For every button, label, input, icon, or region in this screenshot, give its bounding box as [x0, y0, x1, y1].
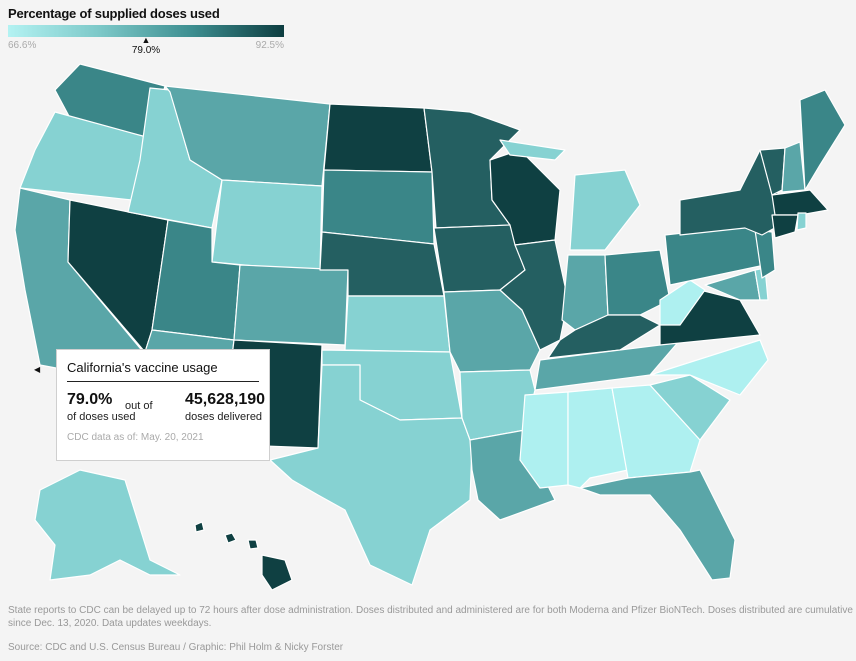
state-west-virginia[interactable] [659, 279, 706, 326]
state-alaska[interactable] [34, 469, 181, 581]
state-massachusetts[interactable] [771, 189, 829, 216]
legend-title: Percentage of supplied doses used [8, 6, 220, 21]
state-ohio[interactable] [604, 249, 671, 316]
state-rhode-island[interactable] [796, 212, 807, 231]
source-credit: Source: CDC and U.S. Census Bureau / Gra… [8, 642, 344, 653]
tooltip-out-of: out of [125, 400, 153, 412]
state-oregon[interactable] [19, 111, 151, 201]
state-north-carolina[interactable] [649, 339, 769, 396]
state-kentucky[interactable] [547, 314, 661, 359]
tooltip-doses-label: doses delivered [185, 411, 263, 423]
state-tennessee[interactable] [534, 339, 681, 391]
triangle-up-icon: ▲ [141, 35, 151, 45]
legend-min-label: 66.6% [8, 40, 37, 51]
legend-labels: 66.6% ▲ 79.0% 92.5% [8, 35, 284, 57]
legend-marker: ▲ 79.0% [126, 35, 166, 57]
state-wyoming[interactable] [211, 179, 323, 273]
state-mississippi[interactable] [519, 391, 569, 489]
legend-color-bar [8, 25, 284, 37]
tooltip-title: California's vaccine usage [67, 360, 259, 382]
footnote: State reports to CDC can be delayed up t… [8, 605, 853, 629]
state-maine[interactable] [799, 89, 846, 191]
tooltip-doses-value: 45,628,190 [185, 391, 266, 408]
legend-max-label: 92.5% [255, 40, 284, 51]
state-colorado[interactable] [233, 264, 349, 346]
state-illinois[interactable] [499, 239, 569, 351]
us-map [14, 63, 846, 591]
tooltip-stats: 79.0% of doses used out of 45,628,190 do… [67, 391, 265, 430]
tooltip-as-of: CDC data as of: May. 20, 2021 [67, 432, 204, 443]
state-kansas[interactable] [344, 295, 451, 353]
state-new-hampshire[interactable] [781, 141, 806, 193]
state-connecticut[interactable] [771, 214, 799, 239]
state-georgia[interactable] [611, 384, 701, 479]
tooltip-pointer-icon: ◀ [34, 365, 41, 374]
tooltip-pct: 79.0% of doses used [67, 391, 136, 424]
state-florida[interactable] [579, 469, 736, 581]
legend-marker-label: 79.0% [131, 45, 161, 56]
state-michigan[interactable] [499, 139, 641, 251]
state-south-carolina[interactable] [649, 374, 731, 441]
tooltip-pct-label: of doses used [67, 411, 136, 423]
tooltip-doses: 45,628,190 doses delivered [185, 391, 266, 424]
legend: Percentage of supplied doses used 66.6% … [8, 6, 298, 57]
state-tooltip: California's vaccine usage 79.0% of dose… [56, 349, 270, 461]
state-texas[interactable] [269, 364, 473, 586]
state-north-dakota[interactable] [323, 103, 433, 173]
state-south-dakota[interactable] [321, 169, 435, 245]
tooltip-pct-value: 79.0% [67, 391, 113, 408]
state-hawaii[interactable] [194, 521, 293, 591]
